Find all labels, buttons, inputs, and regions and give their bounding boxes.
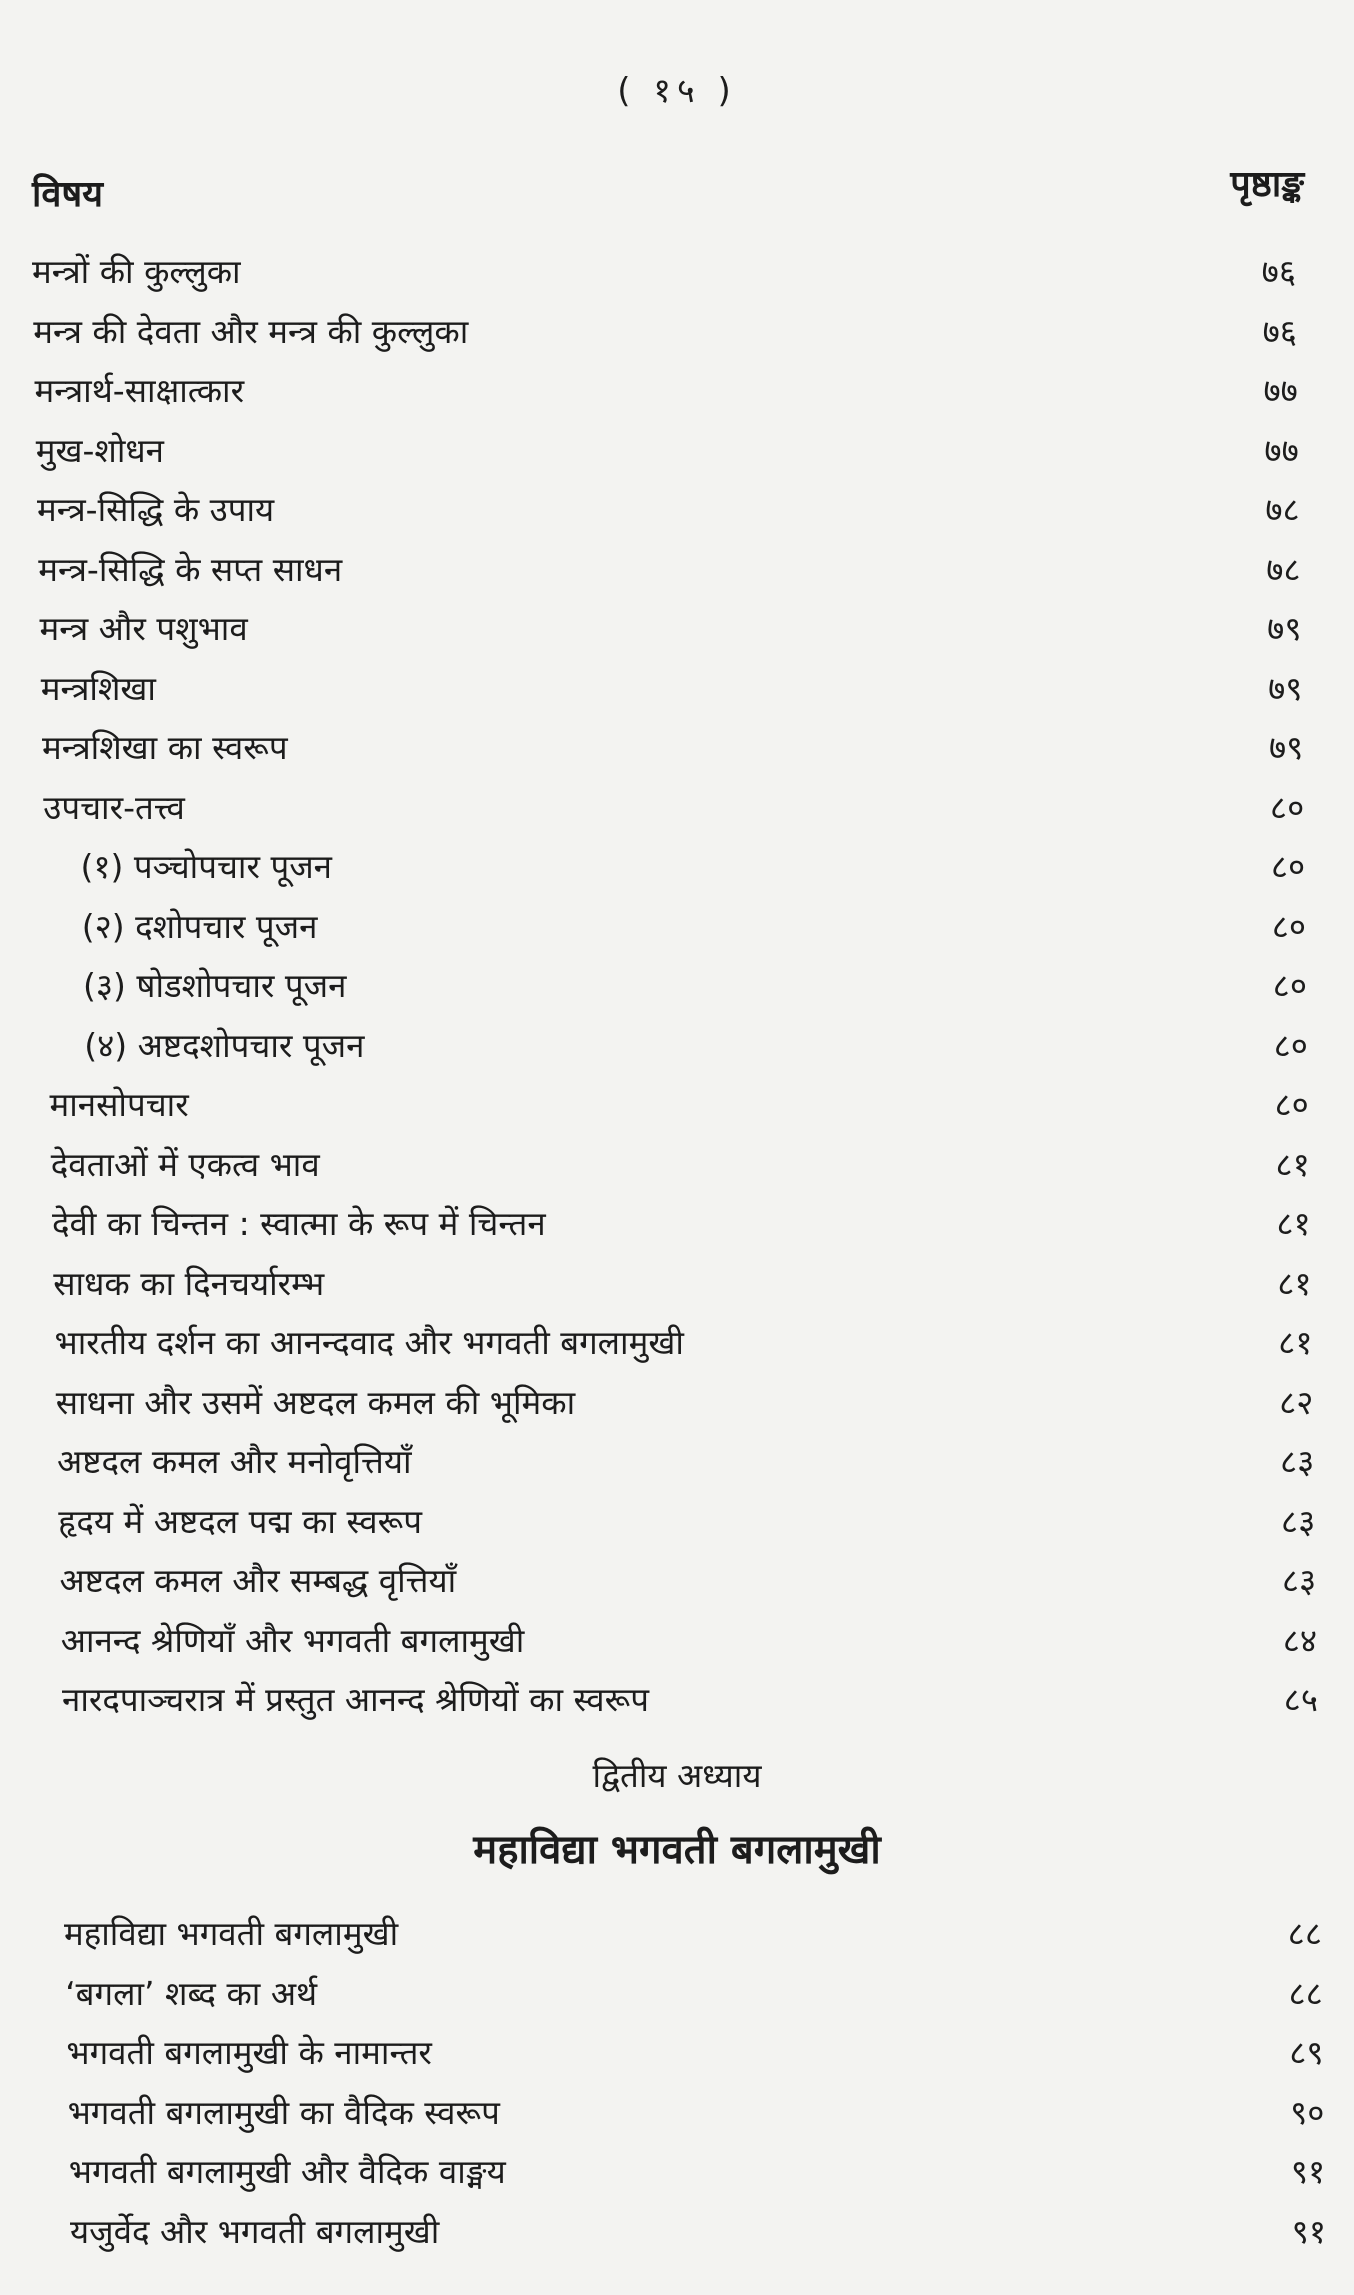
toc-entry-page: ७८ (1266, 549, 1301, 589)
toc-entry-title: मन्त्रशिखा (40, 668, 156, 708)
toc-entry-title: यजुर्वेद और भगवती बगलामुखी (70, 2211, 440, 2251)
toc-entry-title: भारतीय दर्शन का आनन्दवाद और भगवती बगलामु… (54, 1323, 684, 1362)
toc-entry-title: साधना और उसमें अष्टदल कमल की भूमिका (55, 1382, 576, 1422)
toc-entry-page: ८० (1270, 847, 1306, 886)
toc-entry-page: ८५ (1283, 1680, 1318, 1719)
toc-entry-title: ‘बगला’ शब्द का अर्थ (65, 1973, 318, 2013)
chapter-label: द्वितीय अध्याय (592, 1756, 762, 1795)
toc-entry-page: ७९ (1269, 728, 1304, 767)
toc-entry-page: ७७ (1264, 430, 1299, 470)
toc-entry-title: मन्त्र-सिद्धि के उपाय (37, 490, 275, 529)
toc-entry-page: ८० (1269, 787, 1305, 827)
toc-entry-title: (१) पञ्चोपचार पूजन (80, 847, 333, 886)
toc-entry-title: मन्त्र-सिद्धि के सप्त साधन (38, 549, 343, 589)
toc-entry-title: (२) दशोपचार पूजन (81, 906, 318, 946)
toc-entry-page: ८८ (1288, 1973, 1323, 2013)
toc-entry-title: साधक का दिनचर्यारम्भ (53, 1263, 325, 1303)
toc-entry-title: आनन्द श्रेणियाँ और भगवती बगलामुखी (60, 1620, 525, 1660)
toc-entry-title: मन्त्रों की कुल्लुका (32, 252, 241, 291)
toc-entry-page: ८८ (1287, 1914, 1322, 1953)
toc-entry-title: मानसोपचार (49, 1085, 189, 1124)
toc-entry-title: मन्त्र की देवता और मन्त्र की कुल्लुका (33, 311, 469, 351)
toc-entry-page: ७८ (1265, 490, 1300, 529)
toc-entry-page: ७६ (1261, 252, 1296, 291)
toc-entry-title: मुख-शोधन (35, 430, 164, 470)
toc-entry-page: ९१ (1290, 2152, 1326, 2191)
toc-entry-page: ९० (1290, 2092, 1325, 2132)
toc-entry-title: मन्त्रार्थ-साक्षात्कार (34, 371, 245, 410)
toc-entry-title: उपचार-तत्त्व (43, 787, 185, 827)
page-column-header: पृष्ठाङ्क (1230, 164, 1304, 205)
toc-entry-title: देवताओं में एकत्व भाव (50, 1144, 320, 1184)
toc-entry-page: ८१ (1276, 1204, 1311, 1243)
toc-entry-page: ८० (1273, 1025, 1308, 1065)
toc-entry-page: ७९ (1267, 609, 1302, 648)
page-number: ( १५ ) (617, 71, 737, 111)
toc-entry-title: महाविद्या भगवती बगलामुखी (64, 1914, 399, 1953)
toc-entry-page: ८९ (1289, 2033, 1324, 2072)
toc-entry-title: भगवती बगलामुखी और वैदिक वाङ्मय (68, 2152, 506, 2191)
toc-entry-page: ७७ (1263, 371, 1298, 410)
toc-entry-title: भगवती बगलामुखी के नामान्तर (66, 2033, 432, 2072)
toc-entry-page: ७९ (1268, 668, 1303, 708)
toc-entry-title: हृदय में अष्टदल पद्म का स्वरूप (58, 1501, 423, 1541)
toc-entry-page: ८३ (1281, 1561, 1317, 1600)
toc-entry-page: ८१ (1277, 1263, 1312, 1303)
subject-column-header: विषय (32, 174, 104, 215)
toc-entry-page: ८३ (1280, 1501, 1316, 1541)
chapter-title: महाविद्या भगवती बगलामुखी (473, 1827, 881, 1873)
toc-entry-title: देवी का चिन्तन : स्वात्मा के रूप में चिन… (52, 1204, 546, 1243)
toc-entry-title: मन्त्र और पशुभाव (39, 609, 248, 648)
toc-entry-page: ८२ (1279, 1382, 1314, 1422)
toc-entry-title: मन्त्रशिखा का स्वरूप (42, 728, 288, 767)
toc-entry-page: ८० (1271, 906, 1307, 946)
toc-entry-title: (३) षोडशोपचार पूजन (83, 966, 347, 1005)
toc-entry-title: भगवती बगलामुखी का वैदिक स्वरूप (67, 2092, 500, 2132)
toc-entry-page: ८० (1272, 966, 1307, 1005)
toc-entry-page: ८१ (1278, 1323, 1313, 1362)
toc-entry-page: ८१ (1275, 1144, 1310, 1184)
toc-entry-title: अष्टदल कमल और मनोवृत्तियाँ (57, 1442, 412, 1481)
toc-entry-page: ८४ (1282, 1620, 1318, 1660)
toc-entry-title: अष्टदल कमल और सम्बद्ध वृत्तियाँ (59, 1561, 457, 1600)
toc-entry-page: ७६ (1262, 311, 1297, 351)
toc-entry-page: ८० (1274, 1085, 1309, 1124)
toc-entry-page: ९१ (1291, 2211, 1326, 2251)
toc-entry-title: (४) अष्टदशोपचार पूजन (84, 1025, 365, 1065)
toc-entry-title: नारदपाञ्चरात्र में प्रस्तुत आनन्द श्रेणि… (62, 1680, 650, 1719)
toc-entry-page: ८३ (1280, 1442, 1315, 1481)
